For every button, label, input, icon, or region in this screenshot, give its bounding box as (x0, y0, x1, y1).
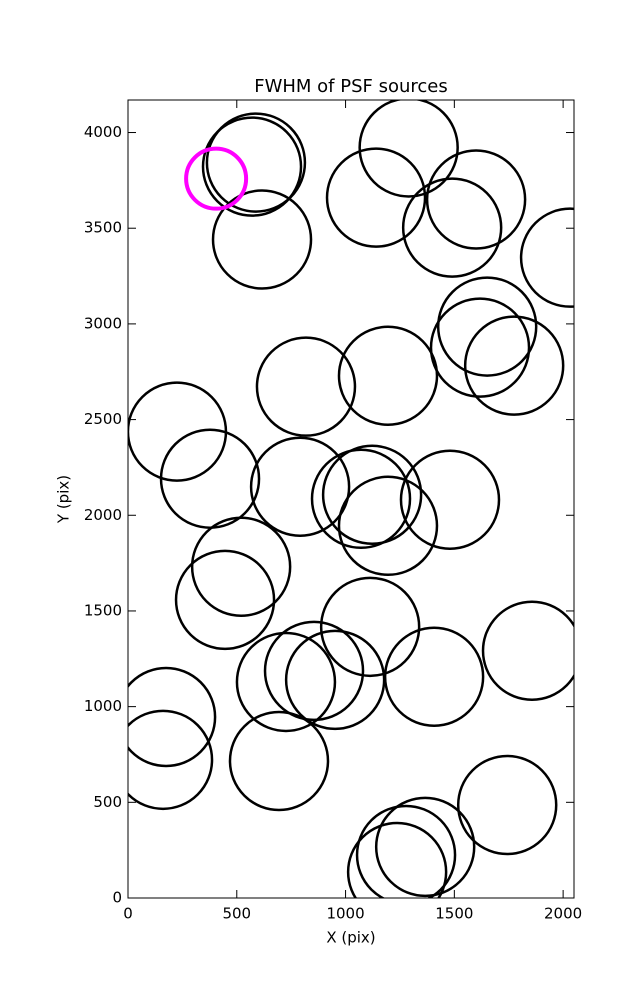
x-tick-label: 2000 (544, 905, 582, 923)
x-tick-label: 1000 (326, 905, 364, 923)
point (310, 448, 412, 550)
point (321, 444, 423, 546)
point (481, 600, 574, 701)
point (399, 449, 501, 551)
point (255, 336, 357, 437)
y-tick-label: 1000 (84, 697, 122, 715)
point (128, 666, 217, 768)
point (519, 207, 574, 308)
point (337, 325, 439, 427)
x-tick-label: 500 (222, 905, 251, 923)
point (284, 629, 386, 731)
x-tick-label: 1500 (435, 905, 473, 923)
plot-area (128, 100, 574, 898)
point (358, 100, 459, 198)
point (337, 475, 439, 577)
point (463, 315, 565, 416)
point (184, 146, 249, 211)
x-axis-label: X (pix) (326, 929, 375, 947)
x-tick-label: 0 (123, 905, 133, 923)
point (346, 821, 448, 898)
point (249, 436, 351, 538)
point (456, 754, 558, 856)
axes-frame (127, 99, 575, 899)
point (425, 149, 527, 250)
point (401, 177, 503, 278)
point (436, 276, 538, 377)
y-tick-label: 3500 (84, 219, 122, 237)
point (374, 796, 476, 898)
point (190, 516, 292, 617)
y-tick-label: 0 (112, 889, 122, 907)
point (319, 576, 421, 678)
point (235, 631, 337, 733)
point (355, 804, 457, 898)
y-tick-label: 4000 (84, 123, 122, 141)
point (263, 620, 365, 722)
point (128, 709, 214, 811)
y-tick-label: 2500 (84, 410, 122, 428)
point (174, 549, 276, 651)
y-tick-label: 500 (93, 793, 122, 811)
y-tick-label: 3000 (84, 314, 122, 332)
y-axis-label: Y (pix) (55, 475, 73, 524)
y-tick-label: 2000 (84, 506, 122, 524)
point (228, 710, 330, 812)
point (201, 116, 303, 217)
point (211, 189, 313, 290)
point (325, 147, 427, 248)
point (205, 112, 307, 213)
point (429, 297, 531, 398)
chart-title: FWHM of PSF sources (254, 76, 448, 97)
y-tick-label: 1500 (84, 601, 122, 619)
